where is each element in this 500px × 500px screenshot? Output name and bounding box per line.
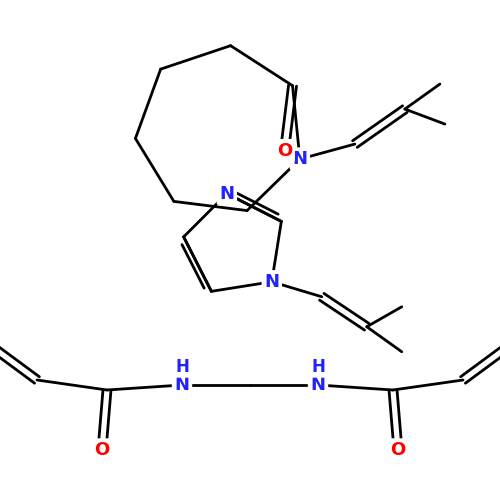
- Text: O: O: [277, 142, 292, 160]
- Text: N: N: [174, 376, 190, 394]
- Text: H: H: [175, 358, 189, 376]
- Text: O: O: [390, 441, 406, 459]
- Text: H: H: [311, 358, 325, 376]
- Text: O: O: [94, 441, 110, 459]
- Text: N: N: [310, 376, 326, 394]
- Text: N: N: [220, 184, 234, 202]
- Text: N: N: [292, 150, 308, 168]
- Text: N: N: [264, 273, 280, 291]
